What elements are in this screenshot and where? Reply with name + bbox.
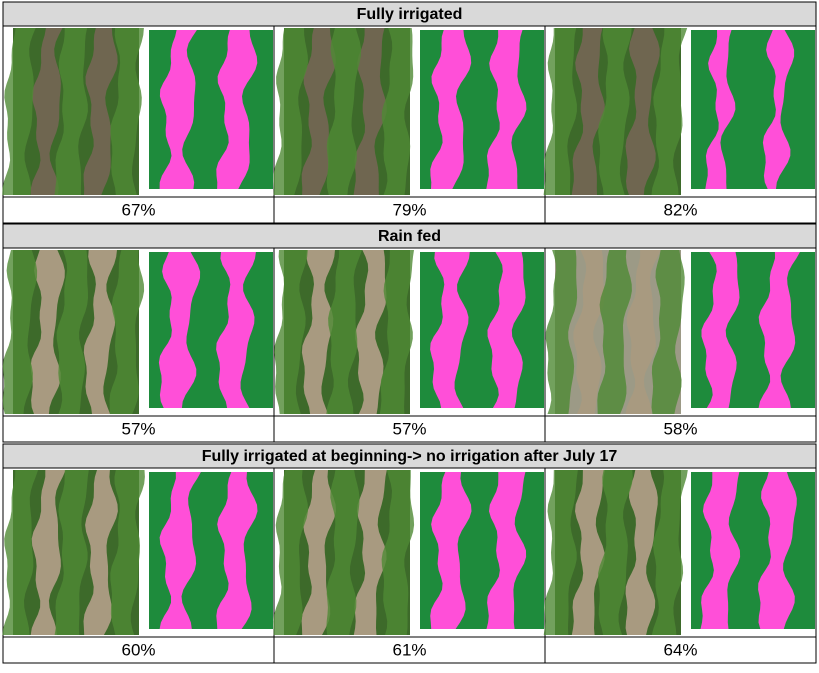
plant-row	[381, 470, 415, 635]
plant-row	[273, 470, 308, 635]
soil-mask	[486, 472, 527, 629]
section-title: Fully irrigated	[357, 6, 463, 23]
soil-row	[301, 250, 335, 414]
soil-mask	[758, 472, 797, 629]
soil-mask	[216, 30, 258, 189]
soil-mask	[487, 252, 526, 408]
canopy-percent: 57%	[121, 419, 155, 438]
plant-row	[651, 28, 688, 195]
plant-row	[2, 28, 36, 195]
soil-row	[83, 28, 118, 195]
soil-row	[355, 250, 387, 414]
soil-mask	[758, 252, 800, 408]
canopy-percent: 67%	[121, 200, 155, 219]
canopy-percent: 60%	[121, 640, 155, 659]
soil-row	[571, 470, 605, 635]
soil-mask	[216, 252, 256, 408]
soil-row	[571, 28, 605, 195]
soil-mask	[158, 252, 201, 408]
canopy-percent: 57%	[392, 419, 426, 438]
soil-mask	[700, 472, 741, 629]
percent-cell	[2, 196, 275, 224]
section-header	[2, 1, 817, 27]
soil-mask	[430, 472, 472, 629]
soil-row	[625, 250, 661, 414]
plant-row	[379, 250, 414, 414]
percent-cell	[544, 415, 817, 443]
plant-row	[598, 28, 632, 195]
soil-row	[625, 470, 658, 635]
soil-row	[573, 250, 605, 414]
canopy-percent: 82%	[663, 200, 697, 219]
soil-mask	[486, 30, 527, 189]
canopy-percent: 61%	[392, 640, 426, 659]
plant-row	[110, 28, 144, 195]
percent-cell	[273, 196, 546, 224]
plant-row	[273, 28, 308, 195]
soil-mask	[159, 30, 197, 189]
soil-row	[30, 28, 63, 195]
section-title: Rain fed	[378, 228, 441, 245]
section-header	[2, 443, 817, 469]
canopy-percent: 64%	[663, 640, 697, 659]
soil-row	[353, 470, 387, 635]
plant-row	[651, 250, 685, 414]
plant-row	[543, 470, 578, 635]
soil-mask	[705, 30, 736, 189]
plant-row	[326, 470, 360, 635]
plant-row	[326, 250, 362, 414]
soil-row	[301, 470, 336, 635]
plant-row	[326, 28, 362, 195]
percent-cell	[273, 415, 546, 443]
soil-row	[301, 28, 336, 195]
soil-row	[353, 28, 387, 195]
plant-row	[274, 250, 308, 414]
soil-row	[625, 28, 660, 195]
plant-row	[651, 470, 688, 635]
plant-row	[543, 28, 577, 195]
plant-row	[2, 470, 39, 635]
plant-row	[597, 250, 632, 414]
plant-row	[545, 250, 578, 414]
section-header	[2, 223, 817, 249]
plant-row	[381, 28, 414, 195]
plant-row	[54, 28, 88, 195]
soil-mask	[430, 252, 470, 408]
soil-row	[30, 470, 66, 635]
plant-row	[54, 470, 89, 635]
section-title: Fully irrigated at beginning-> no irriga…	[202, 448, 618, 465]
soil-row	[83, 470, 118, 635]
percent-cell	[544, 636, 817, 664]
percent-cell	[544, 196, 817, 224]
soil-mask	[430, 30, 472, 189]
soil-row	[30, 250, 65, 414]
soil-mask	[216, 472, 258, 629]
soil-mask	[159, 472, 201, 629]
plant-row	[109, 250, 145, 414]
soil-mask	[701, 252, 740, 408]
plant-row	[110, 470, 145, 635]
percent-cell	[273, 636, 546, 664]
soil-mask	[762, 30, 795, 189]
canopy-percent: 79%	[392, 200, 426, 219]
plant-row	[56, 250, 88, 414]
plant-row	[598, 470, 633, 635]
plant-row	[2, 250, 38, 414]
canopy-percent: 58%	[663, 419, 697, 438]
soil-row	[83, 250, 117, 414]
